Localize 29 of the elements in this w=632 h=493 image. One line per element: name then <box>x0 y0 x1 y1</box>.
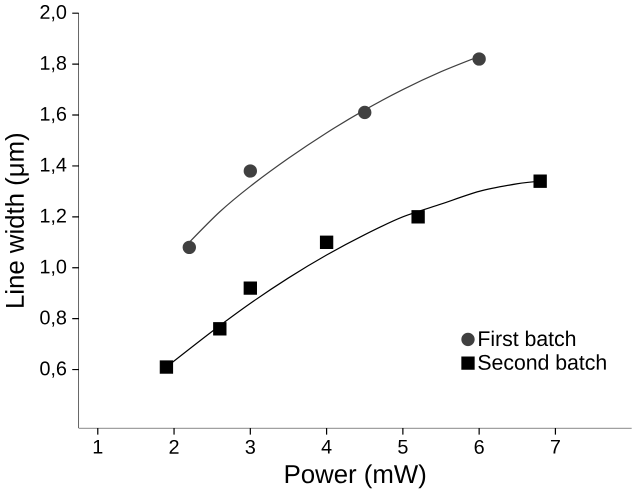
legend-label: Second batch <box>478 354 606 370</box>
y-tick-label: 1,0 <box>40 259 66 276</box>
point <box>244 281 257 295</box>
point <box>213 322 226 336</box>
point <box>358 106 372 119</box>
point <box>160 360 174 374</box>
point <box>472 52 486 66</box>
x-axis-title: Power (mW) <box>286 464 426 488</box>
y-tick-label: 1,4 <box>40 158 66 174</box>
legend-label: First batch <box>479 330 576 346</box>
y-tick-label: 1,6 <box>40 106 66 123</box>
x-tick-label: 7 <box>550 440 560 454</box>
y-tick-label: 1,2 <box>40 208 66 225</box>
x-tick-label: 3 <box>246 440 255 454</box>
x-tick-label: 4 <box>322 440 332 454</box>
point <box>320 235 334 249</box>
y-axis-title: Line width (μm) <box>5 134 30 307</box>
point <box>411 210 425 224</box>
x-tick-label: 6 <box>474 440 484 454</box>
x-tick-label: 5 <box>398 440 408 454</box>
point <box>182 240 196 254</box>
point <box>533 174 547 188</box>
x-tick-label: 2 <box>170 440 179 454</box>
point <box>244 164 257 178</box>
y-tick-label: 1,8 <box>40 56 66 72</box>
y-tick-label: 0,8 <box>40 310 66 327</box>
x-tick-label: 1 <box>94 440 102 454</box>
y-tick-label: 0,6 <box>40 361 66 378</box>
y-tick-label: 2,0 <box>40 4 66 22</box>
